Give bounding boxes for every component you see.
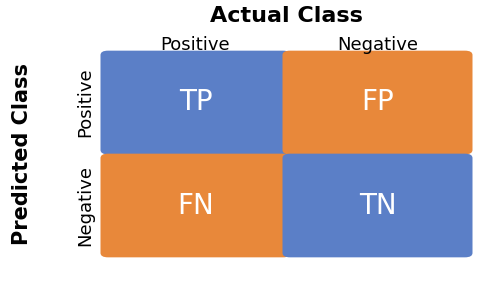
Text: Negative: Negative: [337, 36, 418, 54]
Text: Actual Class: Actual Class: [210, 6, 363, 26]
Text: TP: TP: [178, 88, 212, 116]
Text: Positive: Positive: [76, 68, 94, 137]
Text: Positive: Positive: [160, 36, 230, 54]
Text: FN: FN: [177, 192, 214, 220]
Text: Predicted Class: Predicted Class: [12, 63, 32, 245]
Text: TN: TN: [358, 192, 397, 220]
FancyBboxPatch shape: [100, 51, 290, 154]
FancyBboxPatch shape: [282, 154, 472, 257]
Text: Negative: Negative: [76, 165, 94, 246]
FancyBboxPatch shape: [282, 51, 472, 154]
FancyBboxPatch shape: [100, 154, 290, 257]
Text: FP: FP: [361, 88, 394, 116]
